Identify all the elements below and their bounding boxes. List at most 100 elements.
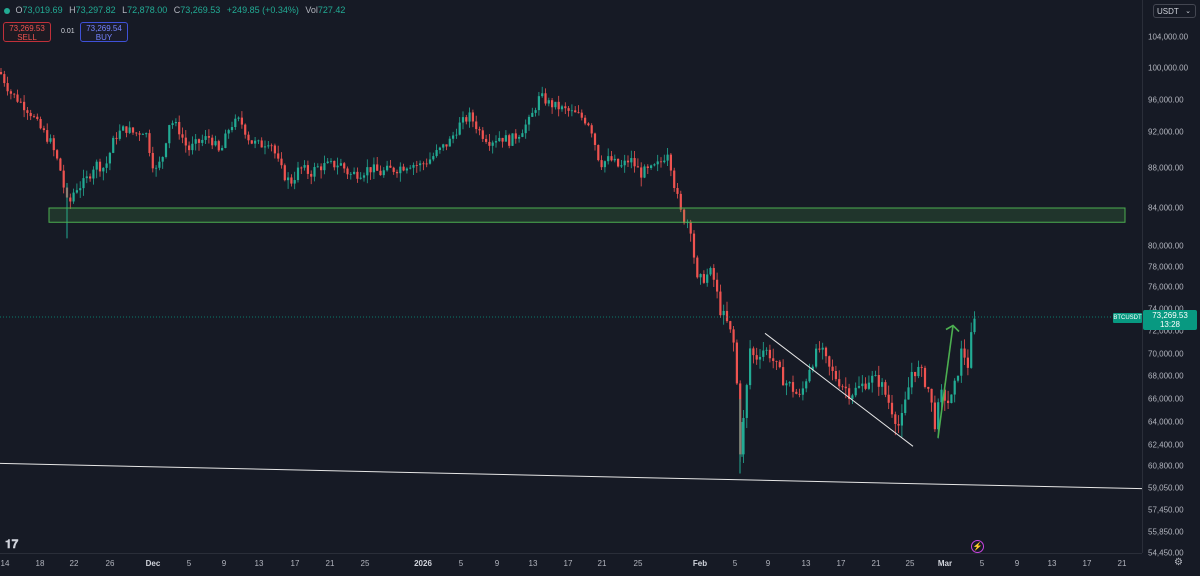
candle-body (197, 139, 201, 143)
candle-body (23, 101, 26, 111)
time-tick-label: 21 (1117, 559, 1127, 568)
candle-body (725, 310, 729, 322)
candle-body (791, 382, 795, 392)
candle-body (56, 150, 59, 159)
candle-body (920, 366, 923, 368)
currency-selector[interactable]: USDT ⌄ (1153, 4, 1196, 18)
candle-body (593, 133, 597, 145)
candle-body (79, 188, 82, 191)
candle-body (263, 146, 267, 148)
candle-body (630, 158, 633, 163)
candle-body (910, 371, 913, 388)
candle-body (818, 348, 821, 350)
candles-layer (0, 67, 976, 474)
candle-body (494, 141, 498, 143)
candle-body (524, 124, 527, 134)
support-line[interactable] (0, 462, 1143, 490)
time-tick-label: 9 (1014, 559, 1020, 568)
sell-button[interactable]: 73,269.53 SELL (3, 22, 51, 42)
candle-body (706, 274, 709, 283)
candle-body (960, 348, 963, 376)
candle-body (775, 360, 778, 362)
candle-body (752, 348, 755, 356)
candle-body (584, 117, 587, 124)
time-axis[interactable]: 14 18 22 26 Dec 5 9 13 17 21 25 2026 5 9 13 17 21 25 Feb 5 9… (0, 553, 1142, 576)
candle-body (131, 127, 135, 133)
buy-button[interactable]: 73,269.54 BUY (80, 22, 128, 42)
demand-zone[interactable] (48, 207, 1126, 223)
candle-body (607, 156, 610, 162)
candle-body (587, 123, 590, 126)
tradingview-logo[interactable]: 𝟏𝟕 (5, 537, 19, 551)
candle-body (636, 166, 639, 168)
candle-body (854, 387, 857, 396)
ohlc-legend: O73,019.69 H73,297.82 L72,878.00 C73,269… (4, 5, 349, 15)
candle-body (369, 167, 372, 173)
time-tick-label: 26 (105, 559, 115, 568)
candle-body (864, 383, 867, 389)
time-tick-label: 25 (633, 559, 643, 568)
candle-body (293, 180, 296, 184)
candle-body (656, 161, 659, 165)
candle-body (650, 165, 653, 169)
candle-body (455, 134, 458, 136)
candle-body (485, 138, 488, 142)
settings-gear-icon[interactable]: ⚙ (1174, 557, 1183, 568)
candle-body (729, 321, 732, 330)
candle-body (531, 112, 534, 117)
time-tick-label: 17 (836, 559, 846, 568)
projection-arrow[interactable] (937, 325, 954, 438)
candle-body (874, 375, 877, 376)
candle-body (353, 171, 356, 174)
candle-body (290, 177, 293, 184)
candle-body (534, 110, 537, 113)
candle-body (501, 137, 504, 142)
candle-body (811, 366, 814, 370)
candle-body (551, 100, 554, 108)
candle-body (148, 133, 151, 153)
buy-label: BUY (95, 33, 113, 42)
candle-body (112, 137, 115, 153)
candle-body (425, 163, 428, 165)
candle-body (141, 134, 144, 135)
candle-body (897, 423, 900, 426)
candle-body (39, 119, 42, 129)
candle-body (221, 147, 224, 151)
candle-body (590, 125, 593, 134)
chart-area[interactable]: O73,019.69 H73,297.82 L72,878.00 C73,269… (0, 0, 1143, 553)
price-tick-label: 96,000.00 (1148, 95, 1184, 105)
time-tick-label: 2026 (414, 559, 432, 568)
time-tick-label: Dec (145, 559, 161, 568)
candle-body (841, 386, 844, 388)
candle-body (310, 173, 313, 177)
chart-plot[interactable] (0, 0, 1143, 553)
candle-body (161, 156, 164, 162)
lot-size[interactable]: 0.01 (61, 28, 75, 35)
price-axis[interactable]: 104,000.00 100,000.00 96,000.00 92,000.00 88… (1142, 0, 1200, 558)
price-tick-label: 59,050.00 (1148, 483, 1184, 493)
time-tick-label: 5 (186, 559, 192, 568)
time-tick-label: 13 (254, 559, 264, 568)
candle-body (72, 192, 75, 202)
candle-body (125, 126, 128, 133)
candle-body (184, 137, 187, 146)
candle-body (712, 268, 715, 280)
candle-body (389, 165, 392, 168)
candle-body (557, 101, 560, 110)
time-tick-label: 18 (35, 559, 45, 568)
candle-body (564, 106, 567, 109)
candle-body (395, 171, 399, 174)
candle-body (640, 167, 643, 178)
candle-body (270, 145, 273, 147)
price-tick-label: 104,000.00 (1148, 32, 1189, 42)
candle-body (240, 117, 243, 125)
candle-body (498, 137, 501, 142)
candle-body (914, 371, 917, 377)
candle-body (966, 357, 969, 368)
candle-body (329, 160, 333, 162)
candle-body (861, 383, 864, 387)
descending-trendline[interactable] (764, 332, 914, 447)
candle-body (174, 122, 177, 124)
flash-icon[interactable]: ⚡ (971, 540, 984, 553)
candle-body (204, 136, 207, 140)
